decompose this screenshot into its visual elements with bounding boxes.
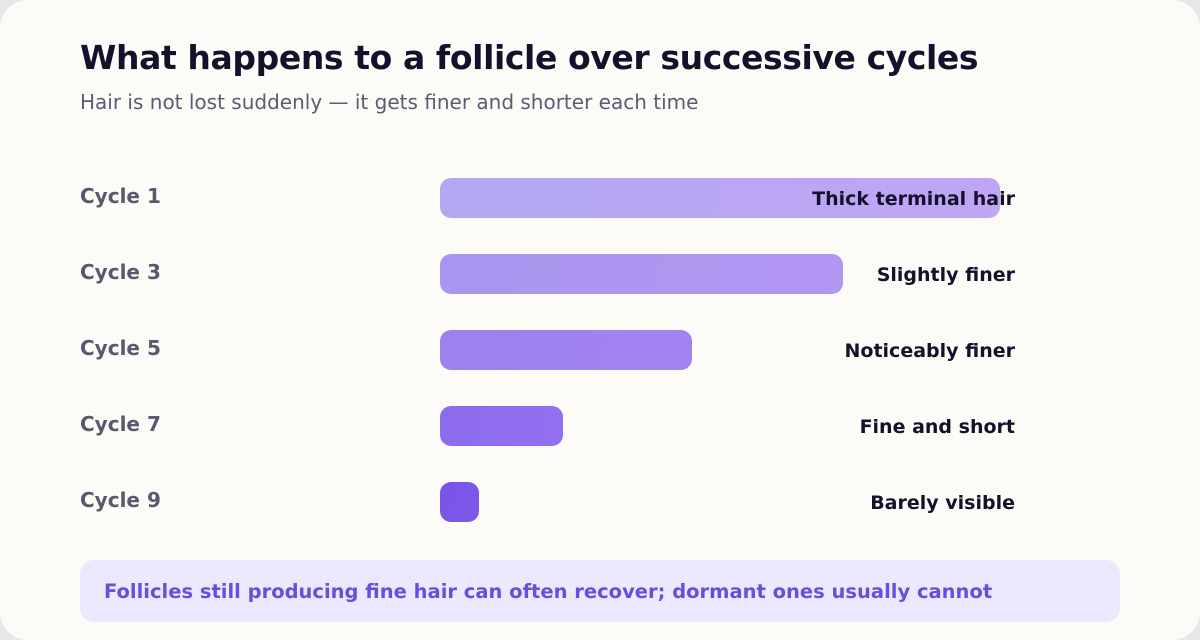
row-label: Cycle 3 [80, 260, 161, 284]
row-label: Cycle 5 [80, 336, 161, 360]
row-label: Cycle 9 [80, 488, 161, 512]
data-label: Barely visible [870, 492, 1015, 514]
recovery-note: Follicles still producing fine hair can … [80, 560, 1120, 622]
data-label: Slightly finer [876, 264, 1015, 286]
data-label: Noticeably finer [844, 340, 1016, 362]
chart-title: What happens to a follicle over successi… [80, 38, 979, 77]
bar [440, 254, 843, 294]
row-label: Cycle 1 [80, 184, 161, 208]
data-label: Fine and short [859, 416, 1015, 438]
recovery-note-text: Follicles still producing fine hair can … [104, 580, 993, 603]
bar [440, 406, 563, 446]
bar [440, 178, 1000, 218]
row-label: Cycle 7 [80, 412, 161, 436]
bar [440, 482, 479, 522]
bar [440, 330, 692, 370]
data-label: Thick terminal hair [812, 188, 1015, 210]
chart-subtitle: Hair is not lost suddenly — it gets fine… [80, 90, 699, 114]
